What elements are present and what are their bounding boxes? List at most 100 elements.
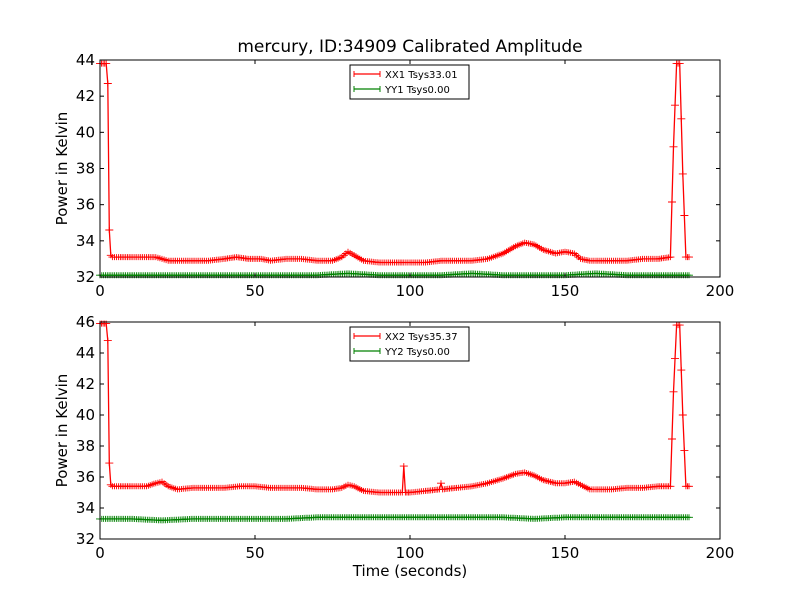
y-tick-label: 40 xyxy=(76,123,95,141)
data-point xyxy=(158,255,166,262)
y-tick-label: 34 xyxy=(76,499,95,517)
top-plot: 0 50 100 150 200 32 34 36 38 40 42 44 Power in Kelvi… xyxy=(53,51,734,300)
data-point xyxy=(544,248,553,255)
data-point xyxy=(344,481,352,488)
legend-label: XX1 Tsys33.01 xyxy=(385,70,458,81)
data-point xyxy=(346,249,355,256)
data-point xyxy=(164,483,173,490)
data-point xyxy=(685,514,693,521)
data-point xyxy=(106,481,115,488)
y-tick-label: 42 xyxy=(76,375,95,393)
data-point xyxy=(497,476,506,483)
data-point xyxy=(495,476,504,483)
data-point xyxy=(502,474,511,481)
legend-marker xyxy=(353,348,381,354)
legend-label: YY1 Tsys0.00 xyxy=(384,85,450,96)
data-point xyxy=(678,412,687,418)
legend: XX2 Tsys35.37 YY2 Tsys0.00 xyxy=(349,326,470,362)
series-1 xyxy=(96,320,693,496)
legend: XX1 Tsys33.01 YY1 Tsys0.00 xyxy=(349,64,470,100)
y-tick-label: 44 xyxy=(76,51,95,69)
x-tick-label: 150 xyxy=(551,544,580,562)
data-point xyxy=(675,60,684,67)
data-point xyxy=(103,337,112,344)
x-tick-label: 200 xyxy=(706,544,735,562)
data-point xyxy=(493,477,502,484)
y-tick-label: 38 xyxy=(76,160,95,178)
data-point xyxy=(515,241,524,248)
data-point xyxy=(489,253,498,260)
data-point xyxy=(335,254,344,261)
data-point xyxy=(495,251,504,258)
data-point xyxy=(507,472,516,479)
data-point xyxy=(485,479,494,486)
data-point xyxy=(499,475,507,482)
data-point xyxy=(675,322,684,329)
data-point xyxy=(542,247,551,254)
figure-title: mercury, ID:34909 Calibrated Amplitude xyxy=(237,37,582,57)
data-point xyxy=(153,254,162,261)
y-tick-label: 36 xyxy=(76,468,95,486)
data-point xyxy=(155,255,164,262)
data-point xyxy=(489,478,498,485)
data-point xyxy=(520,469,529,476)
data-point xyxy=(526,471,535,478)
legend-item: XX1 Tsys33.01 xyxy=(353,70,458,81)
legend-marker xyxy=(353,333,381,339)
data-point xyxy=(680,447,689,454)
data-point xyxy=(166,483,175,490)
data-point xyxy=(522,470,531,476)
data-point xyxy=(348,482,357,489)
y-tick-label: 32 xyxy=(76,530,95,548)
y-tick-label: 42 xyxy=(76,87,95,105)
legend-item: XX2 Tsys35.37 xyxy=(353,332,458,343)
series-2 xyxy=(96,514,693,524)
data-point xyxy=(103,80,112,87)
x-tick-label: 150 xyxy=(551,282,580,300)
data-point xyxy=(541,477,550,484)
data-point xyxy=(506,472,515,479)
legend-box xyxy=(349,326,470,362)
series-1 xyxy=(96,60,693,266)
y-tick-label: 36 xyxy=(76,196,95,214)
data-point xyxy=(149,480,158,487)
data-point xyxy=(483,255,492,262)
data-point xyxy=(671,102,679,109)
data-point xyxy=(483,480,492,487)
data-point xyxy=(491,253,500,260)
data-point xyxy=(328,257,337,264)
data-point xyxy=(539,246,548,253)
bottom-plot: 0 50 100 150 200 32 34 36 38 40 42 44 46 Power in Kel… xyxy=(53,313,734,580)
data-point xyxy=(160,256,169,263)
data-point xyxy=(357,487,366,493)
data-point xyxy=(102,60,111,67)
legend-marker xyxy=(353,86,381,92)
data-point xyxy=(548,249,557,256)
data-point xyxy=(491,477,500,484)
data-point xyxy=(105,460,114,467)
legend-marker xyxy=(353,71,381,77)
legend-label: YY2 Tsys0.00 xyxy=(384,347,450,358)
x-tick-label: 0 xyxy=(95,282,105,300)
data-point xyxy=(346,482,355,489)
data-point xyxy=(511,243,520,250)
data-point xyxy=(669,388,678,395)
data-point xyxy=(677,115,686,122)
data-point xyxy=(142,483,151,490)
y-tick-label: 32 xyxy=(76,268,95,286)
data-point xyxy=(155,479,164,486)
y-axis-label: Power in Kelvin xyxy=(53,112,71,226)
data-point xyxy=(357,256,366,263)
data-point xyxy=(399,463,408,470)
legend-item: YY1 Tsys0.00 xyxy=(353,85,450,96)
legend-box xyxy=(349,64,470,100)
y-tick-label: 38 xyxy=(76,437,95,455)
y-axis-label: Power in Kelvin xyxy=(53,374,71,488)
data-point xyxy=(671,355,679,362)
data-point xyxy=(509,471,518,478)
data-point xyxy=(169,485,178,492)
data-point xyxy=(339,483,348,490)
data-point xyxy=(537,476,546,483)
data-point xyxy=(146,482,155,489)
